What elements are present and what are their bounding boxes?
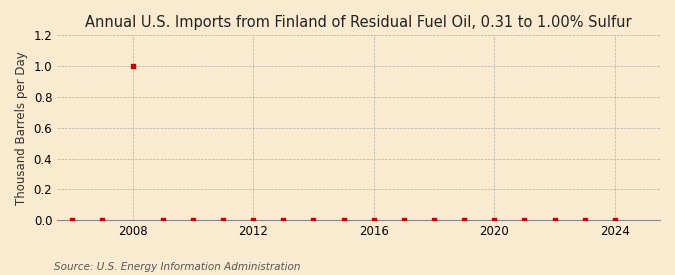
Point (459, 218, 470, 222)
Point (489, 218, 500, 222)
Point (579, 218, 590, 222)
Y-axis label: Thousand Barrels per Day: Thousand Barrels per Day (15, 51, 28, 205)
Point (67, 218, 78, 222)
Point (97, 218, 108, 222)
Point (338, 218, 349, 222)
Text: Source: U.S. Energy Information Administration: Source: U.S. Energy Information Administ… (54, 262, 300, 272)
Point (429, 218, 439, 222)
Point (369, 218, 379, 222)
Point (308, 218, 319, 222)
Point (157, 218, 168, 222)
Point (398, 218, 409, 222)
Point (217, 218, 228, 222)
Point (248, 218, 259, 222)
Title: Annual U.S. Imports from Finland of Residual Fuel Oil, 0.31 to 1.00% Sulfur: Annual U.S. Imports from Finland of Resi… (85, 15, 632, 30)
Point (127, 64, 138, 68)
Point (519, 218, 530, 222)
Point (610, 218, 620, 222)
Point (278, 218, 289, 222)
Point (549, 218, 560, 222)
Point (188, 218, 198, 222)
